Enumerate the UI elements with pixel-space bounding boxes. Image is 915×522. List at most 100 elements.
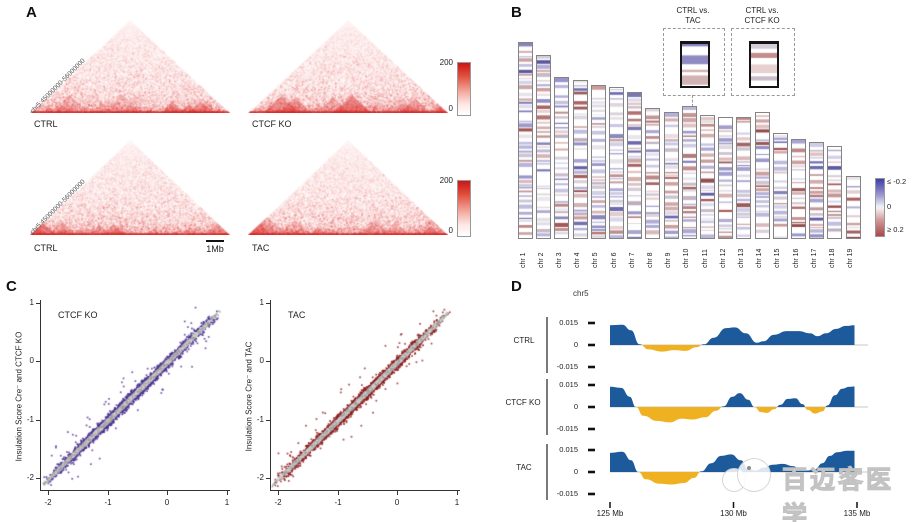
y-tick-label: 0 (29, 356, 34, 365)
x-tick (227, 491, 228, 495)
y-tick (266, 478, 270, 479)
x-tick-label: -2 (44, 498, 52, 507)
x-tick-label: 0 (394, 498, 400, 507)
track-region-title: chr5 (573, 289, 589, 298)
scalebar-line (206, 240, 224, 242)
chromosome-bar (809, 142, 825, 239)
chromosome-bands (610, 88, 623, 238)
chromosome-bands (646, 109, 660, 238)
scalebar-label: 1Mb (206, 244, 224, 254)
inset-box-2 (731, 28, 795, 96)
chromosome-bands (555, 78, 569, 238)
x-tick-label: -1 (104, 498, 112, 507)
x-axis-spine (40, 490, 230, 491)
x-tick (108, 491, 109, 495)
chromosome-bands (828, 147, 842, 238)
chromosome-bar (627, 92, 643, 239)
hic-map-tac (248, 140, 448, 235)
legend-colorbar (875, 178, 885, 237)
chromosome-bands (737, 118, 751, 238)
chromosome-label: chr 17 (810, 248, 818, 268)
chromosome-bar (645, 108, 661, 239)
y-axis-label-tac: Insulation Score Cre⁻ and TAC (244, 341, 254, 452)
y-tick-label: 0 (259, 356, 264, 365)
chromosome-bar (754, 112, 770, 239)
inset-bar-1 (680, 41, 710, 88)
y-axis-spine (40, 300, 41, 491)
chromosome-label: chr 1 (519, 252, 527, 268)
track-area-ctrl-pos (610, 324, 855, 345)
track-x-tick-label: 130 Mb (720, 509, 747, 518)
x-tick (278, 491, 279, 495)
track-y-tick-label: 0.015 (559, 380, 578, 389)
y-tick (266, 361, 270, 362)
track-area-ctrl-neg (610, 345, 855, 352)
inset-title-2: CTRL vs. CTCF KO (727, 6, 797, 26)
chromosome-label: chr 9 (665, 252, 673, 268)
track-y-tick-label: 0 (573, 467, 578, 476)
scatter-plot-tac (271, 300, 460, 490)
chromosome-bands (755, 113, 769, 238)
legend-label-mid: 0 (887, 202, 892, 211)
chromosome-bar (791, 139, 806, 239)
track-row-label: CTRL (513, 336, 535, 345)
chromosome-bands (792, 140, 805, 238)
chromosome-label: chr 11 (701, 249, 709, 268)
track-area-ctcf-ko-neg (610, 407, 855, 423)
chromosome-bands (591, 86, 605, 238)
chromosome-label: chr 4 (574, 252, 582, 268)
y-tick-label: 1 (29, 298, 34, 307)
y-tick (36, 420, 40, 421)
track-x-tick-label: 125 Mb (596, 509, 624, 518)
chromosome-label: chr 7 (628, 252, 636, 268)
condition-label-ctrl-top: CTRL (34, 119, 58, 129)
scatter-title-tac: TAC (288, 310, 306, 320)
track-area-tac-pos (610, 450, 855, 472)
chromosome-bar (536, 55, 552, 239)
chromosome-bar (772, 133, 788, 239)
track-area-ctcf-ko-pos (610, 386, 855, 407)
x-tick (338, 491, 339, 495)
track-y-tick-label: -0.015 (556, 424, 578, 433)
chromosome-bar (736, 117, 752, 239)
chromosome-label: chr 14 (756, 248, 764, 268)
chromosome-bar (572, 80, 588, 239)
inset-title-1-line1: CTRL vs. (676, 6, 710, 15)
track-x-tick-label: 135 Mb (843, 509, 871, 518)
chromosome-bands (846, 177, 860, 238)
chromosome-label: chr 19 (847, 248, 855, 268)
chromosome-bar (609, 87, 624, 239)
x-tick-label: 0 (164, 498, 170, 507)
chromosome-bar (554, 77, 570, 239)
hic-map-ctcf-ko (248, 20, 448, 113)
chromosome-bar (663, 112, 679, 239)
y-tick-label: -1 (26, 415, 34, 424)
inset-connector-line (692, 95, 693, 107)
inset-title-2-line2: CTCF KO (744, 16, 780, 25)
x-tick-label: -2 (274, 498, 282, 507)
chromosome-bands (573, 81, 587, 238)
y-tick (36, 361, 40, 362)
chromosome-bar (700, 115, 715, 239)
chromosome-label: chr 5 (592, 252, 600, 268)
chromosome-label: chr 2 (537, 252, 545, 268)
inset-title-1-line2: TAC (685, 16, 701, 25)
watermark-logo-mascot (737, 458, 771, 492)
x-tick (167, 491, 168, 495)
y-tick (36, 303, 40, 304)
track-area-tac-neg (610, 472, 855, 485)
colorbar-a-top-min: 0 (448, 104, 453, 113)
track-y-tick-label: -0.015 (556, 362, 578, 371)
y-tick-label: -2 (26, 473, 34, 482)
panel-d-label: D (511, 278, 522, 295)
condition-label-ctrl-bottom: CTRL (34, 243, 58, 253)
chromosome-bar (518, 42, 533, 239)
watermark-text: 百迈客医学 (782, 466, 895, 522)
chromosome-bar (590, 85, 606, 239)
track-y-tick-label: 0.015 (559, 318, 578, 327)
track-y-tick-label: 0 (573, 340, 578, 349)
chromosome-label: chr 15 (774, 248, 782, 268)
inset-box-1 (663, 28, 725, 96)
chromosome-bands (664, 113, 678, 238)
